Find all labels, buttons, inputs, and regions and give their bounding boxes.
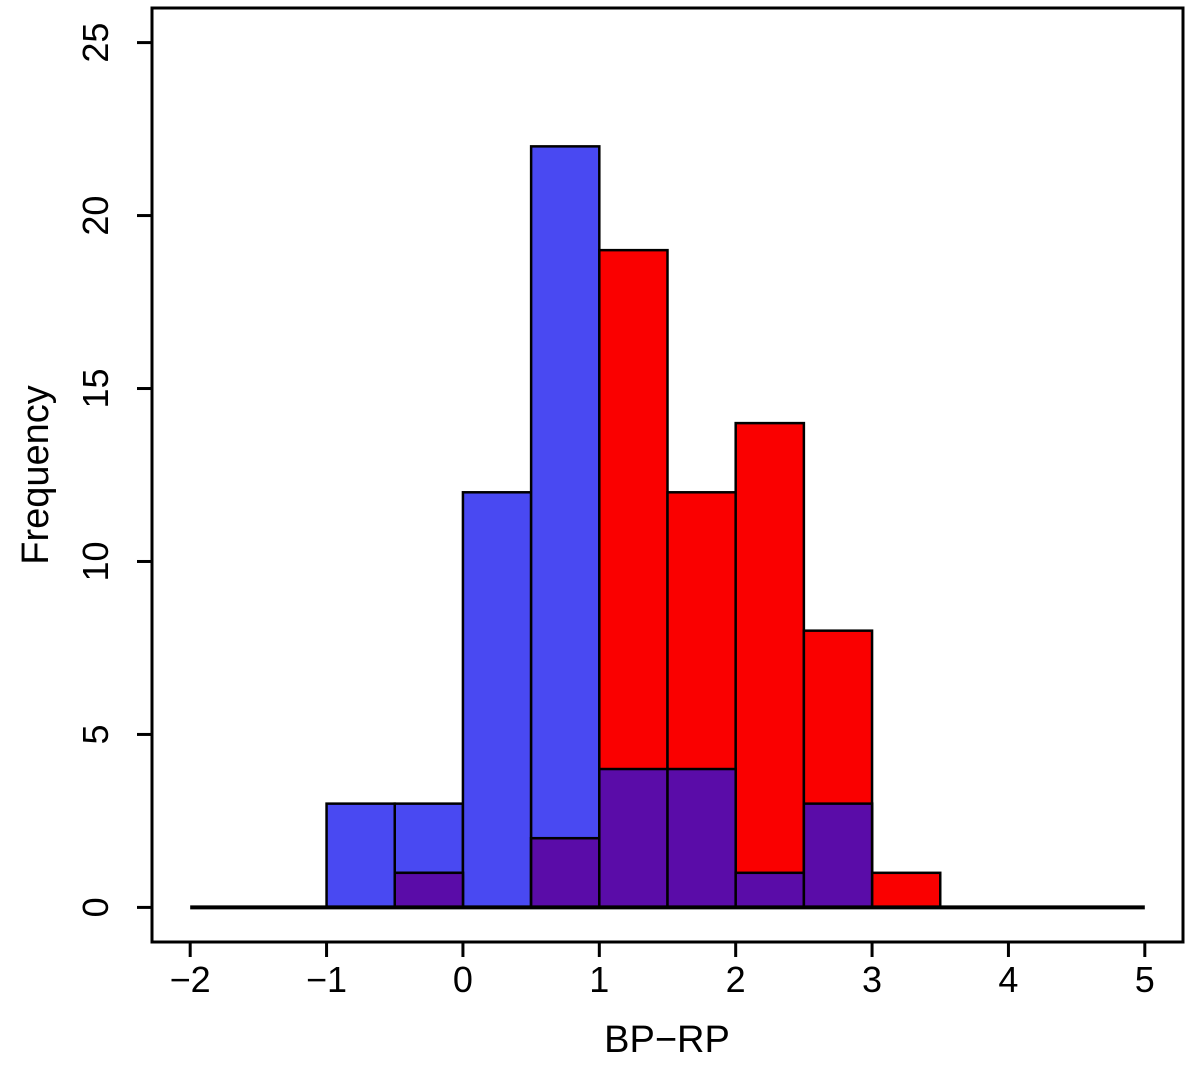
x-tick-label: 4	[998, 959, 1018, 1000]
x-tick-label: 0	[453, 959, 473, 1000]
bars-layer	[325, 145, 942, 909]
y-axis-title: Frequency	[15, 385, 57, 565]
x-tick-label: 1	[589, 959, 609, 1000]
y-tick-label: 25	[75, 23, 116, 63]
overlap-bar	[598, 767, 669, 909]
y-tick-label: 0	[75, 897, 116, 917]
overlap-bar	[802, 802, 874, 909]
y-tick-label: 10	[75, 541, 116, 581]
y-tick-label: 20	[75, 196, 116, 236]
y-tick-label: 15	[75, 368, 116, 408]
red-histogram-bar	[734, 421, 806, 909]
blue-histogram-bar	[461, 491, 533, 909]
overlap-bar	[734, 871, 806, 909]
blue-histogram-bar	[529, 145, 601, 909]
overlap-bar	[666, 767, 737, 909]
x-axis-title: BP−RP	[604, 1019, 730, 1061]
x-tick-label: 3	[862, 959, 882, 1000]
x-tick-label: −2	[170, 959, 211, 1000]
overlap-bar	[529, 836, 601, 909]
plot-border	[150, 6, 1185, 944]
x-tick-label: −1	[306, 959, 347, 1000]
x-tick-label: 5	[1135, 959, 1155, 1000]
overlap-bar	[393, 871, 465, 909]
axes-layer: −2 −1 0 1 2 3 4 5 0 5 10 15 20 25	[75, 6, 1185, 1000]
x-tick-label: 2	[726, 959, 746, 1000]
y-tick-label: 5	[75, 724, 116, 744]
red-histogram-bar	[870, 871, 942, 909]
blue-histogram-bar	[325, 802, 396, 909]
